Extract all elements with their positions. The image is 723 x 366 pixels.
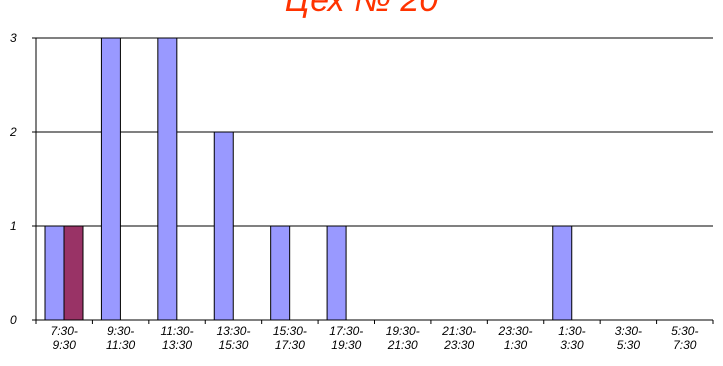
bar-s0-5 — [326, 225, 347, 321]
bar-s0-9 — [552, 225, 573, 321]
axes — [32, 37, 714, 324]
y-tick-labels: 0 1 2 3 — [9, 31, 17, 327]
bar-s0-2 — [157, 37, 178, 321]
x-tick-label-8: 23:30-1:30 — [498, 324, 533, 352]
grid-lines — [36, 37, 713, 227]
x-tick-label-0: 7:30-9:30 — [51, 324, 78, 352]
bar-s0-1 — [100, 37, 121, 321]
x-tick-label-2: 11:30-13:30 — [160, 324, 193, 352]
x-tick-label-6: 19:30-21:30 — [386, 324, 420, 352]
x-tick-label-7: 21:30-23:30 — [441, 324, 476, 352]
y-tick-label-2: 2 — [9, 125, 17, 139]
x-tick-label-10: 3:30-5:30 — [615, 324, 642, 352]
x-tick-label-11: 5:30-7:30 — [671, 324, 698, 352]
x-tick-label-5: 17:30-19:30 — [329, 324, 363, 352]
bar-s0-4 — [270, 225, 291, 321]
x-tick-label-1: 9:30-11:30 — [106, 324, 135, 352]
y-tick-label-0: 0 — [10, 313, 17, 327]
x-tick-label-9: 1:30-3:30 — [558, 324, 585, 352]
y-tick-label-1: 1 — [10, 219, 17, 233]
bar-s0-3 — [213, 131, 234, 321]
y-tick-label-3: 3 — [10, 31, 17, 45]
x-tick-labels: 7:30-9:30 9:30-11:30 11:30-13:30 13:30-15:3… — [51, 324, 699, 352]
bar-s0-0 — [44, 225, 65, 321]
x-tick-label-4: 15:30-17:30 — [273, 324, 307, 352]
chart-title: Цех № 20 — [284, 0, 439, 19]
bar-s1-0 — [63, 225, 84, 321]
bars — [44, 37, 573, 321]
x-tick-label-3: 13:30-15:30 — [216, 324, 250, 352]
